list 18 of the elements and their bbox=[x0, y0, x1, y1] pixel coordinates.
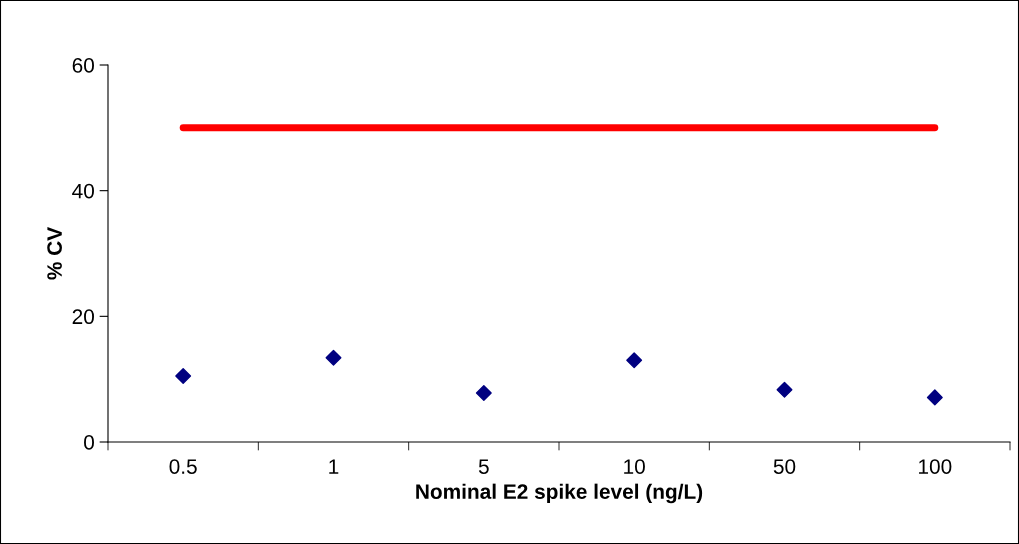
point bbox=[776, 381, 793, 398]
point bbox=[926, 389, 943, 406]
point bbox=[175, 368, 192, 385]
point bbox=[325, 349, 342, 366]
x-tick-label: 50 bbox=[773, 459, 796, 474]
x-tick-label: 5 bbox=[478, 459, 489, 474]
y-tick-label: 20 bbox=[72, 309, 94, 325]
y-tick-label: 60 bbox=[72, 58, 94, 73]
x-tick-label: 100 bbox=[919, 459, 952, 474]
x-tick-label: 10 bbox=[624, 459, 645, 474]
x-tick-label: 0.5 bbox=[169, 459, 197, 474]
y-axis-title: % CV bbox=[47, 227, 62, 280]
x-tick-label: 1 bbox=[329, 459, 339, 474]
x-axis-title: Nominal E2 spike level (ng/L) bbox=[416, 483, 703, 504]
point bbox=[626, 352, 643, 369]
y-tick-label: 40 bbox=[72, 183, 94, 199]
y-tick-label: 0 bbox=[84, 435, 94, 450]
point bbox=[475, 385, 492, 401]
